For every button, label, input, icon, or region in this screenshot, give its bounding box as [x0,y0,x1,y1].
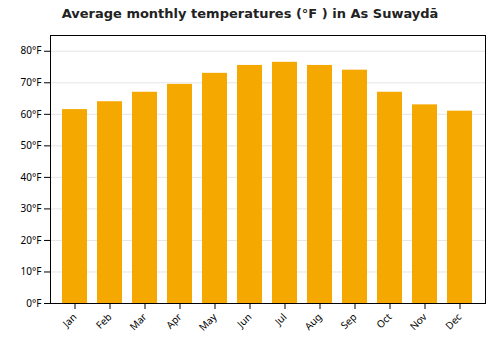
svg-text:60°F: 60°F [21,107,42,121]
svg-text:10°F: 10°F [21,264,42,278]
html-text:Average monthly temperatures (: Average monthly temperatures (°F ) in As… [61,6,439,21]
svg-text:30°F: 30°F [21,201,42,215]
svg-text:40°F: 40°F [21,170,42,184]
svg-text:Sep: Sep [337,310,359,332]
svg-text:Jun: Jun [233,310,254,331]
svg-text:20°F: 20°F [21,233,42,247]
svg-text:80°F: 80°F [21,43,42,57]
svg-text:Feb: Feb [92,310,114,332]
svg-text:Jan: Jan [59,310,80,331]
svg-text:Nov: Nov [406,309,430,333]
svg-text:50°F: 50°F [21,138,42,152]
svg-text:Jul: Jul [271,310,290,329]
svg-text:May: May [195,309,220,334]
svg-text:Apr: Apr [163,310,185,332]
svg-text:70°F: 70°F [21,75,42,89]
svg-text:Dec: Dec [442,310,465,333]
svg-text:Aug: Aug [301,310,324,333]
svg-text:0°F: 0°F [26,296,41,310]
svg-text:Mar: Mar [126,310,149,333]
svg-text:Oct: Oct [373,310,395,332]
